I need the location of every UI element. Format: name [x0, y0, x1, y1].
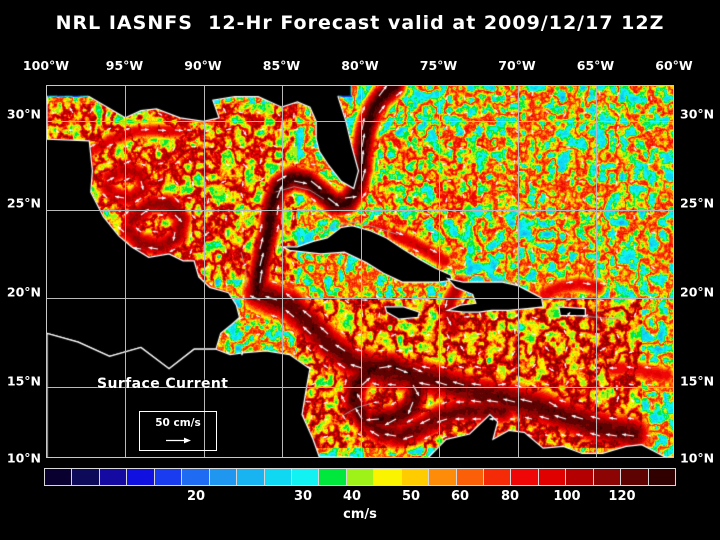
lon-tick-65w: 65°W [576, 58, 615, 73]
colorbar-tick-60: 60 [450, 489, 470, 504]
colorbar-tick-40: 40 [342, 489, 362, 504]
lat-tick-left-15n: 15°N [6, 373, 41, 389]
lat-tick-right-15n: 15°N [680, 373, 715, 389]
lat-tick-right-10n: 10°N [680, 450, 715, 466]
page-title: NRL IASNFS 12-Hr Forecast valid at 2009/… [55, 12, 665, 34]
scale-legend-label: 50 cm/s [155, 417, 201, 429]
lat-tick-right-30n: 30°N [680, 106, 715, 122]
lat-tick-left-10n: 10°N [6, 450, 41, 466]
colorbar-segment-22 [648, 469, 676, 485]
colorbar-segment-15 [456, 469, 484, 485]
colorbar-segment-6 [209, 469, 238, 485]
colorbar-segment-9 [291, 469, 320, 485]
colorbar-segment-7 [237, 469, 265, 485]
colorbar-tick-120: 120 [608, 489, 636, 504]
lon-tick-95w: 95°W [105, 58, 144, 73]
scale-arrow-icon [166, 437, 191, 444]
current-speed-field [47, 86, 673, 457]
colorbar-segment-0 [45, 469, 73, 485]
colorbar-tick-100: 100 [553, 489, 581, 504]
colorbar-segment-17 [511, 469, 539, 485]
ocean-current-map[interactable]: Surface Current 50 cm/s [46, 85, 674, 458]
lat-tick-left-25n: 25°N [6, 195, 41, 211]
colorbar-segment-3 [127, 469, 155, 485]
colorbar-segment-10 [319, 469, 347, 485]
lon-tick-100w: 100°W [22, 58, 70, 73]
lat-tick-right-25n: 25°N [680, 195, 715, 211]
lat-tick-left-30n: 30°N [6, 106, 41, 122]
lat-tick-left-20n: 20°N [6, 284, 41, 300]
scale-legend-box: 50 cm/s [139, 411, 217, 451]
lon-tick-85w: 85°W [262, 58, 301, 73]
colorbar-segment-14 [429, 469, 457, 485]
colorbar [44, 468, 676, 486]
colorbar-segment-1 [72, 469, 100, 485]
colorbar-segment-2 [99, 469, 128, 485]
lon-tick-70w: 70°W [498, 58, 536, 73]
colorbar-segment-20 [593, 469, 622, 485]
colorbar-segment-8 [264, 469, 292, 485]
lon-tick-75w: 75°W [419, 58, 458, 73]
colorbar-segment-12 [374, 469, 402, 485]
lon-tick-90w: 90°W [184, 58, 222, 73]
colorbar-segment-19 [566, 469, 594, 485]
colorbar-segment-16 [484, 469, 512, 485]
colorbar-tick-80: 80 [500, 489, 520, 504]
colorbar-tick-50: 50 [401, 489, 421, 504]
colorbar-segment-13 [401, 469, 430, 485]
colorbar-segment-21 [621, 469, 649, 485]
surface-current-annotation: Surface Current [97, 376, 229, 392]
colorbar-units-label: cm/s [343, 507, 377, 522]
lon-tick-60w: 60°W [655, 58, 693, 73]
colorbar-segment-5 [182, 469, 210, 485]
colorbar-segment-18 [538, 469, 567, 485]
colorbar-segment-11 [346, 469, 375, 485]
colorbar-tick-20: 20 [186, 489, 206, 504]
lat-tick-right-20n: 20°N [680, 284, 715, 300]
colorbar-tick-30: 30 [293, 489, 313, 504]
lon-tick-80w: 80°W [341, 58, 379, 73]
colorbar-segment-4 [154, 469, 183, 485]
